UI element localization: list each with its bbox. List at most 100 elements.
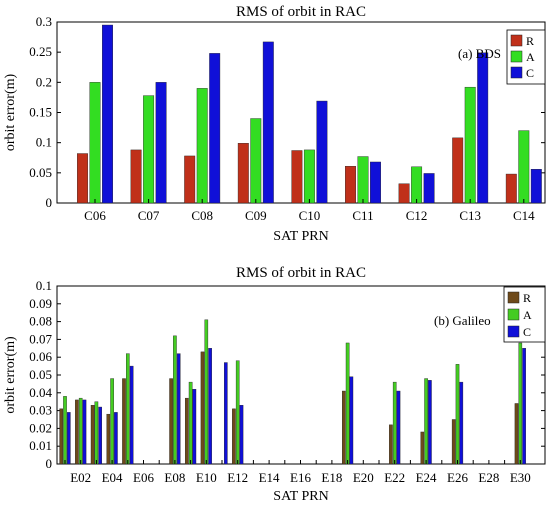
legend-label-r: R (523, 291, 531, 305)
x-tick-label: E02 (70, 470, 91, 485)
bar-a-e30 (518, 342, 523, 465)
bar-c-e02 (82, 399, 87, 465)
y-tick-label: 0 (46, 195, 53, 210)
bar-c-e24 (428, 380, 432, 465)
y-tick-label: 0.05 (29, 165, 52, 180)
legend: RAC (506, 29, 546, 85)
y-tick-label: 0.09 (29, 296, 52, 311)
bar-c-e22 (396, 390, 401, 465)
bar-a-c10 (303, 149, 315, 204)
x-tick-label: C08 (191, 208, 213, 223)
legend-label-a: A (526, 50, 535, 64)
bar-r-e12 (232, 408, 236, 465)
x-tick-label: C11 (352, 208, 373, 223)
y-tick-label: 0.08 (29, 314, 52, 329)
legend-label-a: A (523, 308, 532, 322)
x-tick-label: E26 (447, 470, 468, 485)
y-tick-label: 0.07 (29, 331, 52, 346)
x-tick-label: E24 (416, 470, 437, 485)
bar-a-c07 (143, 95, 155, 204)
y-tick-label: 0.15 (29, 105, 52, 120)
bar-r-e09 (184, 397, 189, 465)
panel-annotation: (b) Galileo (434, 313, 491, 328)
legend-swatch-c (510, 66, 523, 79)
bar-c-e10 (208, 348, 212, 465)
bar-c-e12 (239, 405, 244, 465)
legend-label-c: C (526, 66, 534, 80)
bar-r-c13 (452, 137, 464, 204)
x-tick-label: E22 (384, 470, 405, 485)
legend-label-c: C (523, 325, 531, 339)
bar-c-e03 (98, 406, 102, 465)
x-tick-label: C07 (138, 208, 160, 223)
y-tick-label: 0.05 (29, 367, 52, 382)
bar-a-c13 (464, 86, 476, 204)
chart-panel-2: RMS of orbit in RAC 0 0.01 0.02 0.03 0.04 0.05… (3, 265, 546, 504)
bar-a-e03 (94, 401, 99, 465)
bar-a-e08 (173, 335, 177, 465)
bar-a-e12 (235, 360, 240, 465)
bar-r-e10 (200, 351, 205, 465)
bar-c-e01 (66, 412, 71, 465)
bar-a-c08 (196, 88, 208, 204)
y-tick-label: 0.3 (36, 14, 52, 29)
y-axis-label: orbit error(m) (3, 73, 18, 151)
x-tick-label: E16 (290, 470, 311, 485)
bar-c-e09 (192, 389, 197, 465)
bar-r-e30 (514, 403, 519, 465)
x-tick-label: C06 (84, 208, 106, 223)
bar-r-c10 (291, 150, 303, 204)
legend-swatch-a (507, 308, 520, 321)
bar-a-c09 (250, 118, 262, 204)
bar-c-c11 (370, 161, 381, 204)
x-tick-label: E08 (164, 470, 185, 485)
bar-c-c12 (423, 173, 435, 204)
bar-a-e05 (125, 353, 130, 465)
x-tick-label: E10 (196, 470, 217, 485)
bar-c-e19 (349, 376, 354, 465)
legend-label-r: R (526, 34, 534, 48)
bar-r-e04 (106, 413, 111, 465)
bar-r-e22 (389, 424, 393, 465)
bar-r-c14 (505, 173, 517, 204)
bar-a-e02 (78, 397, 83, 465)
bar-a-e01 (63, 396, 67, 465)
legend-swatch-c (507, 325, 520, 338)
bar-c-c08 (209, 53, 221, 204)
chart-title: RMS of orbit in RAC (236, 4, 366, 20)
bar-a-e26 (455, 364, 460, 465)
bar-r-c09 (237, 143, 249, 204)
x-axis-label: SAT PRN (273, 489, 328, 504)
y-tick-label: 0.01 (29, 438, 52, 453)
bar-c-c06 (102, 24, 113, 204)
bar-r-c12 (398, 183, 410, 204)
x-tick-label: E06 (133, 470, 154, 485)
bar-c-e11 (223, 362, 228, 465)
bar-r-c06 (77, 153, 88, 204)
bar-a-c06 (89, 82, 101, 204)
bar-c-c07 (155, 82, 167, 204)
bar-c-e04 (114, 412, 118, 465)
bar-a-e09 (188, 381, 193, 465)
bar-c-e26 (459, 381, 464, 465)
chart-title: RMS of orbit in RAC (236, 265, 366, 281)
bar-a-c14 (518, 130, 530, 204)
bar-a-e10 (204, 319, 209, 465)
x-tick-label: E30 (510, 470, 531, 485)
bar-r-c07 (130, 149, 142, 204)
y-tick-label: 0.1 (36, 278, 52, 293)
bar-r-c11 (345, 165, 356, 204)
bar-c-e08 (176, 353, 181, 465)
y-tick-label: 0.2 (36, 74, 52, 89)
y-tick-label: 0.25 (29, 44, 52, 59)
x-tick-label: E18 (321, 470, 342, 485)
x-tick-label: E14 (259, 470, 280, 485)
panel-annotation: (a) BDS (458, 46, 501, 61)
bar-a-e24 (424, 378, 428, 465)
y-tick-label: 0.03 (29, 403, 52, 418)
bar-a-c11 (357, 156, 369, 204)
y-tick-label: 0.02 (29, 420, 52, 435)
bar-c-c10 (316, 100, 328, 204)
